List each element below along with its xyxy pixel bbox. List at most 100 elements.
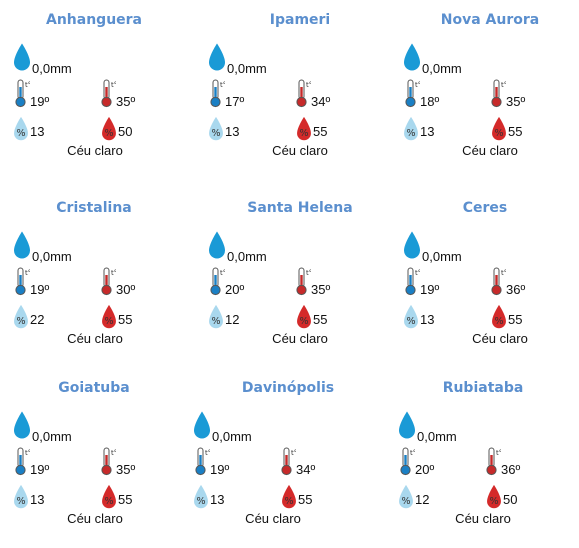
thermometer-hot-icon: t°: [295, 78, 312, 113]
thermometer-hot-icon: t°: [485, 446, 502, 481]
sky-condition: Céu claro: [245, 511, 301, 526]
city-card: Santa Helena 0,0mm t° 20º t° 35º% 12% 55 Céu cla…: [205, 198, 385, 368]
svg-text:%: %: [104, 128, 113, 139]
temp-min: 19º: [30, 462, 50, 477]
humidity-min: 13: [420, 312, 435, 327]
humidity-low-icon: %: [12, 484, 30, 515]
humidity-high-icon: %: [280, 484, 298, 515]
sky-condition: Céu claro: [67, 143, 123, 158]
thermometer-cold-icon: t°: [404, 78, 421, 113]
humidity-high-icon: %: [490, 116, 508, 147]
city-name: Cristalina: [56, 200, 132, 216]
svg-text:%: %: [299, 316, 308, 327]
svg-text:%: %: [196, 496, 205, 507]
humidity-max: 55: [313, 312, 328, 327]
svg-text:%: %: [299, 128, 308, 139]
svg-text:t°: t°: [220, 269, 225, 277]
rain-value: 0,0mm: [422, 61, 462, 76]
svg-text:t°: t°: [220, 81, 225, 89]
city-card: Ceres 0,0mm t° 19º t° 36º% 13% 55 Céu claro: [400, 198, 579, 368]
humidity-max: 55: [313, 124, 328, 139]
humidity-max: 55: [298, 492, 313, 507]
humidity-high-icon: %: [485, 484, 503, 515]
thermometer-cold-icon: t°: [209, 78, 226, 113]
temp-min: 19º: [30, 282, 50, 297]
temp-min: 19º: [210, 462, 230, 477]
city-name: Nova Aurora: [440, 12, 540, 28]
humidity-low-icon: %: [402, 304, 420, 335]
svg-text:t°: t°: [410, 449, 415, 457]
city-name: Davinópolis: [241, 380, 335, 396]
svg-text:%: %: [284, 496, 293, 507]
city-card: Ipameri 0,0mm t° 17º t° 34º% 13% 55 Céu claro: [205, 10, 385, 180]
city-card: Davinópolis 0,0mm t° 19º t° 34º% 13% 55 Céu clar…: [190, 378, 370, 548]
temp-min: 20º: [415, 462, 435, 477]
city-name: Rubiataba: [442, 380, 524, 396]
thermometer-cold-icon: t°: [14, 446, 31, 481]
svg-text:%: %: [406, 316, 415, 327]
humidity-high-icon: %: [100, 484, 118, 515]
sky-condition: Céu claro: [67, 331, 123, 346]
city-card: Rubiataba 0,0mm t° 20º t° 36º% 12% 50 Céu claro: [395, 378, 575, 548]
svg-text:t°: t°: [415, 269, 420, 277]
temp-max: 36º: [501, 462, 521, 477]
city-card: Anhanguera 0,0mm t° 19º t° 35º% 13% 50 Céu claro: [10, 10, 190, 180]
temp-min: 20º: [225, 282, 245, 297]
temp-max: 35º: [116, 462, 136, 477]
svg-text:t°: t°: [306, 81, 311, 89]
thermometer-cold-icon: t°: [404, 266, 421, 301]
thermometer-hot-icon: t°: [280, 446, 297, 481]
humidity-max: 50: [503, 492, 518, 507]
svg-text:%: %: [406, 128, 415, 139]
sky-condition: Céu claro: [67, 511, 123, 526]
svg-text:t°: t°: [501, 269, 506, 277]
rain-value: 0,0mm: [32, 61, 72, 76]
sky-condition: Céu claro: [272, 143, 328, 158]
svg-text:%: %: [211, 128, 220, 139]
temp-min: 19º: [30, 94, 50, 109]
svg-text:%: %: [494, 128, 503, 139]
sky-condition: Céu claro: [472, 331, 528, 346]
svg-text:t°: t°: [496, 449, 501, 457]
svg-text:t°: t°: [111, 81, 116, 89]
humidity-min: 13: [420, 124, 435, 139]
sky-condition: Céu claro: [462, 143, 518, 158]
city-card: Cristalina 0,0mm t° 19º t° 30º% 22% 55 Céu claro: [10, 198, 190, 368]
rain-value: 0,0mm: [422, 249, 462, 264]
sky-condition: Céu claro: [272, 331, 328, 346]
rain-value: 0,0mm: [417, 429, 457, 444]
thermometer-cold-icon: t°: [209, 266, 226, 301]
rain-value: 0,0mm: [227, 61, 267, 76]
svg-text:t°: t°: [415, 81, 420, 89]
rain-value: 0,0mm: [212, 429, 252, 444]
humidity-high-icon: %: [490, 304, 508, 335]
city-name: Ceres: [462, 200, 508, 216]
svg-text:t°: t°: [205, 449, 210, 457]
svg-text:%: %: [104, 496, 113, 507]
svg-text:%: %: [16, 316, 25, 327]
svg-text:t°: t°: [111, 269, 116, 277]
thermometer-hot-icon: t°: [295, 266, 312, 301]
humidity-low-icon: %: [12, 304, 30, 335]
humidity-max: 55: [508, 312, 523, 327]
humidity-max: 55: [118, 492, 133, 507]
temp-min: 18º: [420, 94, 440, 109]
temp-max: 35º: [506, 94, 526, 109]
humidity-high-icon: %: [295, 304, 313, 335]
humidity-low-icon: %: [192, 484, 210, 515]
humidity-max: 55: [508, 124, 523, 139]
svg-text:%: %: [16, 496, 25, 507]
temp-min: 17º: [225, 94, 245, 109]
thermometer-cold-icon: t°: [14, 266, 31, 301]
svg-text:t°: t°: [306, 269, 311, 277]
rain-drop-icon: [12, 230, 32, 266]
humidity-low-icon: %: [12, 116, 30, 147]
humidity-max: 55: [118, 312, 133, 327]
rain-value: 0,0mm: [227, 249, 267, 264]
humidity-min: 12: [225, 312, 240, 327]
rain-drop-icon: [207, 42, 227, 78]
rain-value: 0,0mm: [32, 429, 72, 444]
thermometer-cold-icon: t°: [14, 78, 31, 113]
temp-max: 34º: [296, 462, 316, 477]
humidity-high-icon: %: [295, 116, 313, 147]
